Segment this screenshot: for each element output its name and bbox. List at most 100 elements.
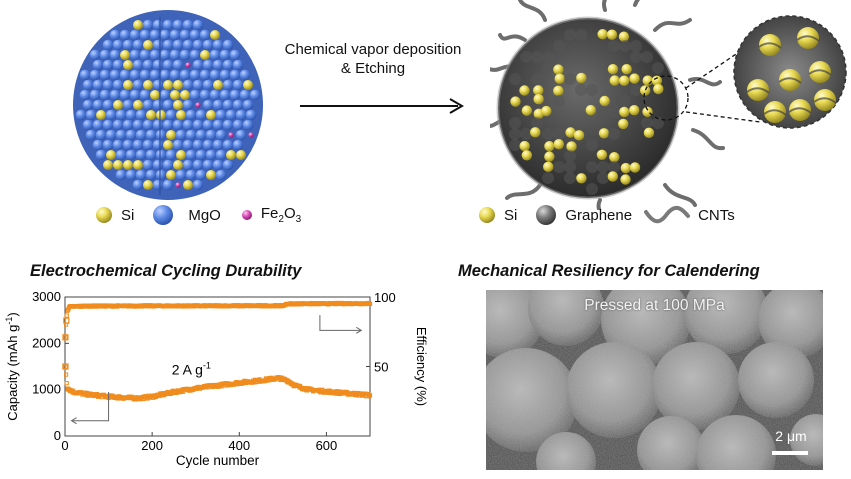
fe2o3-sphere xyxy=(228,132,234,138)
data-point xyxy=(64,381,69,386)
mgo-sphere xyxy=(199,89,211,101)
si-sphere xyxy=(180,90,190,100)
mgo-sphere xyxy=(249,89,261,101)
mgo-sphere xyxy=(212,119,224,131)
mgo-sphere xyxy=(222,79,234,91)
mgo-sphere xyxy=(152,119,164,131)
graphene-shell xyxy=(608,161,620,173)
mgo-sphere xyxy=(225,109,237,121)
graphene-shell xyxy=(542,128,554,140)
mgo-sphere xyxy=(152,39,164,51)
y-left-tick-label: 2000 xyxy=(32,335,61,350)
mgo-sphere xyxy=(235,109,247,121)
mgo-sphere xyxy=(179,29,191,41)
mgo-sphere xyxy=(92,99,104,111)
mgo-sphere xyxy=(85,109,97,121)
si-sphere xyxy=(553,138,565,150)
scale-bar-label: 2 μm xyxy=(775,428,807,444)
capacity-axis-arrow xyxy=(70,391,110,425)
x-tick-label: 400 xyxy=(228,438,250,453)
mgo-sphere xyxy=(162,179,174,191)
cnt-strand xyxy=(498,33,527,42)
graphene-shell xyxy=(586,139,598,151)
si-sphere xyxy=(585,104,596,116)
si-sphere xyxy=(565,127,576,138)
mgo-sphere xyxy=(222,139,234,151)
graphene-shell xyxy=(575,29,587,41)
x-tick-label: 0 xyxy=(61,438,68,453)
mgo-sphere xyxy=(152,99,164,111)
mgo-sphere xyxy=(145,169,157,181)
graphene-shell xyxy=(597,161,609,173)
mgo-sphere xyxy=(165,149,177,161)
mgo-sphere xyxy=(192,59,204,71)
data-point xyxy=(367,393,373,398)
mgo-sphere xyxy=(202,59,214,71)
mgo-sphere xyxy=(112,139,124,151)
mgo-sphere xyxy=(125,169,137,181)
mgo-sphere xyxy=(109,69,121,81)
mgo-sphere xyxy=(232,99,244,111)
graphene-shell xyxy=(564,161,576,173)
x-tick-label: 200 xyxy=(141,438,163,453)
si-sphere xyxy=(243,80,253,90)
mgo-sphere xyxy=(102,139,114,151)
graphene-shell xyxy=(641,117,653,129)
mgo-sphere xyxy=(132,179,144,191)
legend-si-label: Si xyxy=(504,206,518,224)
mgo-sphere xyxy=(209,69,221,81)
si-sphere xyxy=(96,110,106,120)
mgo-sphere xyxy=(215,129,227,141)
mgo-sphere xyxy=(235,129,247,141)
mgo-sphere xyxy=(169,49,181,61)
si-sphere xyxy=(814,89,836,111)
si-sphere xyxy=(163,140,173,150)
mgo-sphere xyxy=(205,129,217,141)
mgo-sphere xyxy=(179,69,191,81)
mgo-sphere xyxy=(229,69,241,81)
left-legend: Si MgO Fe2O3 xyxy=(95,204,301,226)
x-tick-label: 600 xyxy=(316,438,338,453)
si-sphere xyxy=(596,149,608,160)
graphene-shell xyxy=(542,51,554,63)
mgo-sphere xyxy=(195,169,207,181)
si-sphere xyxy=(236,150,246,160)
mgo-sphere xyxy=(172,59,184,71)
mgo-sphere xyxy=(232,139,244,151)
mgo-sphere xyxy=(135,109,147,121)
mgo-sphere xyxy=(159,89,171,101)
cycling-chart: 0 200 400 600 0 1000 2000 3000 50 100 2 A g-1 Cycle… xyxy=(4,289,429,468)
si-sphere xyxy=(599,95,610,107)
si-sphere xyxy=(166,170,176,180)
mgo-sphere xyxy=(172,119,184,131)
chart-title: Electrochemical Cycling Durability xyxy=(30,262,302,280)
zoom-region xyxy=(643,75,689,121)
mgo-legend-marker xyxy=(153,205,174,225)
mgo-sphere xyxy=(145,149,157,161)
mgo-sphere xyxy=(112,119,124,131)
mgo-sphere xyxy=(82,119,94,131)
mgo-sphere xyxy=(149,49,161,61)
si-sphere xyxy=(123,60,133,70)
mgo-sphere xyxy=(222,119,234,131)
mgo-sphere xyxy=(122,99,134,111)
mgo-sphere xyxy=(185,149,197,161)
si-sphere xyxy=(797,27,819,49)
mgo-sphere xyxy=(192,179,204,191)
fe2o3-sphere xyxy=(195,102,201,108)
mgo-sphere xyxy=(122,39,134,51)
mgo-sphere xyxy=(239,89,251,101)
graphene-shell xyxy=(619,95,631,107)
mgo-sphere xyxy=(185,129,197,141)
mgo-sphere xyxy=(115,169,127,181)
mgo-sphere xyxy=(129,29,141,41)
si-sphere xyxy=(544,151,555,162)
mgo-sphere xyxy=(162,99,174,111)
si-sphere xyxy=(779,69,801,91)
mgo-sphere xyxy=(189,89,201,101)
cnt-strand xyxy=(653,18,692,32)
legend-cnts-label: CNTs xyxy=(698,206,735,224)
graphene-shell xyxy=(597,106,609,118)
mgo-sphere xyxy=(189,29,201,41)
mgo-sphere xyxy=(152,179,164,191)
